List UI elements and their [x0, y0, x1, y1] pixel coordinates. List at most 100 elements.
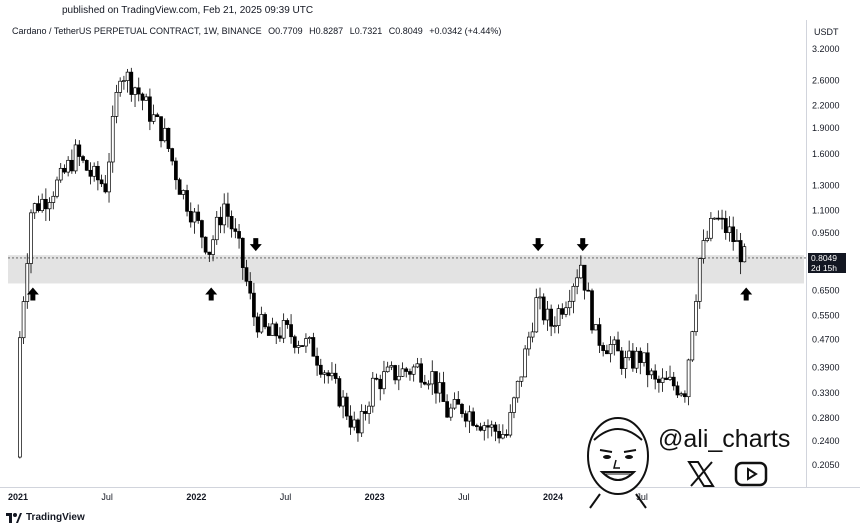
candle-body [58, 167, 63, 181]
candle-body [233, 228, 238, 232]
candle-body [482, 425, 487, 431]
candle-body [553, 325, 557, 327]
ohlc-open: O0.7709 [268, 26, 303, 36]
candle-body [701, 240, 706, 259]
candle-body [25, 263, 30, 302]
candle-body [512, 397, 516, 413]
candle-body [136, 87, 141, 95]
candle-body [523, 348, 527, 378]
candle-body [527, 336, 531, 350]
candle-body [404, 368, 409, 372]
candle-body [103, 183, 108, 193]
candle-body [300, 345, 305, 347]
candle-body [519, 376, 524, 382]
candle-body [81, 156, 85, 161]
candle-body [593, 324, 598, 331]
candle-body [129, 71, 134, 95]
candle-body [716, 217, 721, 220]
candle-body [538, 296, 542, 299]
candle-body [474, 425, 479, 428]
candle-body [211, 239, 215, 255]
candle-body [627, 350, 632, 359]
candle-body [229, 216, 234, 230]
candle-body [107, 161, 111, 193]
candle-body [612, 339, 617, 345]
candle-body [434, 371, 438, 394]
x-tick-label: 2023 [365, 492, 385, 502]
candle-body [151, 114, 156, 122]
candle-body [341, 396, 345, 407]
candle-body [155, 114, 160, 117]
candle-body [731, 226, 736, 243]
candle-body [497, 431, 501, 439]
x-tick-label: Jul [636, 492, 648, 502]
candle-body [92, 165, 97, 177]
candle-body [159, 116, 163, 142]
candle-body [148, 96, 152, 122]
candle-body [675, 385, 680, 396]
candle-body [508, 412, 513, 436]
candle-body [653, 370, 658, 380]
arrow-down-icon [532, 238, 545, 252]
candle-body [218, 216, 223, 226]
candle-body [683, 393, 687, 398]
candle-body [690, 331, 695, 361]
tradingview-footer[interactable]: TradingView [6, 512, 85, 523]
candle-body [623, 357, 628, 369]
candle-body [686, 359, 691, 398]
candle-body [18, 337, 22, 458]
candle-body [712, 217, 717, 220]
youtube-icon [734, 461, 768, 487]
y-tick-label: 0.3900 [812, 363, 840, 373]
ohlc-low: L0.7321 [349, 26, 383, 36]
candle-body [631, 350, 635, 369]
candle-body [579, 264, 583, 279]
candle-body [385, 366, 390, 373]
x-logo-icon [687, 461, 715, 487]
candle-body [96, 165, 100, 181]
candle-body [318, 364, 323, 375]
candle-body [697, 258, 702, 302]
y-tick-label: 0.9500 [812, 228, 840, 238]
candle-body [370, 377, 375, 407]
ohlc-change: +0.0342 (+4.44%) [429, 26, 502, 36]
candle-body [181, 190, 186, 195]
candle-body [422, 381, 427, 385]
candle-body [133, 87, 137, 95]
candle-body [415, 363, 420, 368]
candle-body [541, 296, 546, 321]
candle-body [489, 424, 494, 428]
bar-countdown: 2d 15h [811, 263, 837, 273]
candle-body [408, 371, 412, 375]
candle-body [315, 355, 319, 366]
candle-body [363, 411, 368, 414]
candle-body [400, 368, 405, 377]
candle-body [671, 376, 676, 387]
candle-body [657, 378, 661, 383]
candle-body [162, 127, 167, 142]
y-tick-label: 1.6000 [812, 149, 840, 159]
y-tick-label: 0.6500 [812, 285, 840, 295]
candle-body [333, 372, 338, 379]
candle-body [226, 203, 230, 217]
y-tick-label: 0.2050 [812, 460, 840, 470]
published-note: published on TradingView.com, Feb 21, 20… [62, 5, 314, 16]
candle-body [88, 169, 93, 177]
candle-body [437, 382, 442, 394]
candle-body [586, 289, 591, 292]
candle-body [445, 401, 449, 418]
y-tick-label: 2.2000 [812, 101, 840, 111]
tradingview-logo-icon [6, 512, 22, 523]
candle-body [44, 198, 48, 210]
candle-body [356, 419, 360, 434]
candle-body [344, 396, 349, 417]
candle-body [419, 363, 423, 383]
candle-body [292, 336, 297, 348]
candle-body [605, 350, 609, 355]
candle-body [571, 285, 576, 302]
candle-body [47, 202, 52, 210]
ohlc-high: H0.8287 [309, 26, 344, 36]
candle-body [70, 159, 74, 172]
candle-body [738, 240, 743, 263]
